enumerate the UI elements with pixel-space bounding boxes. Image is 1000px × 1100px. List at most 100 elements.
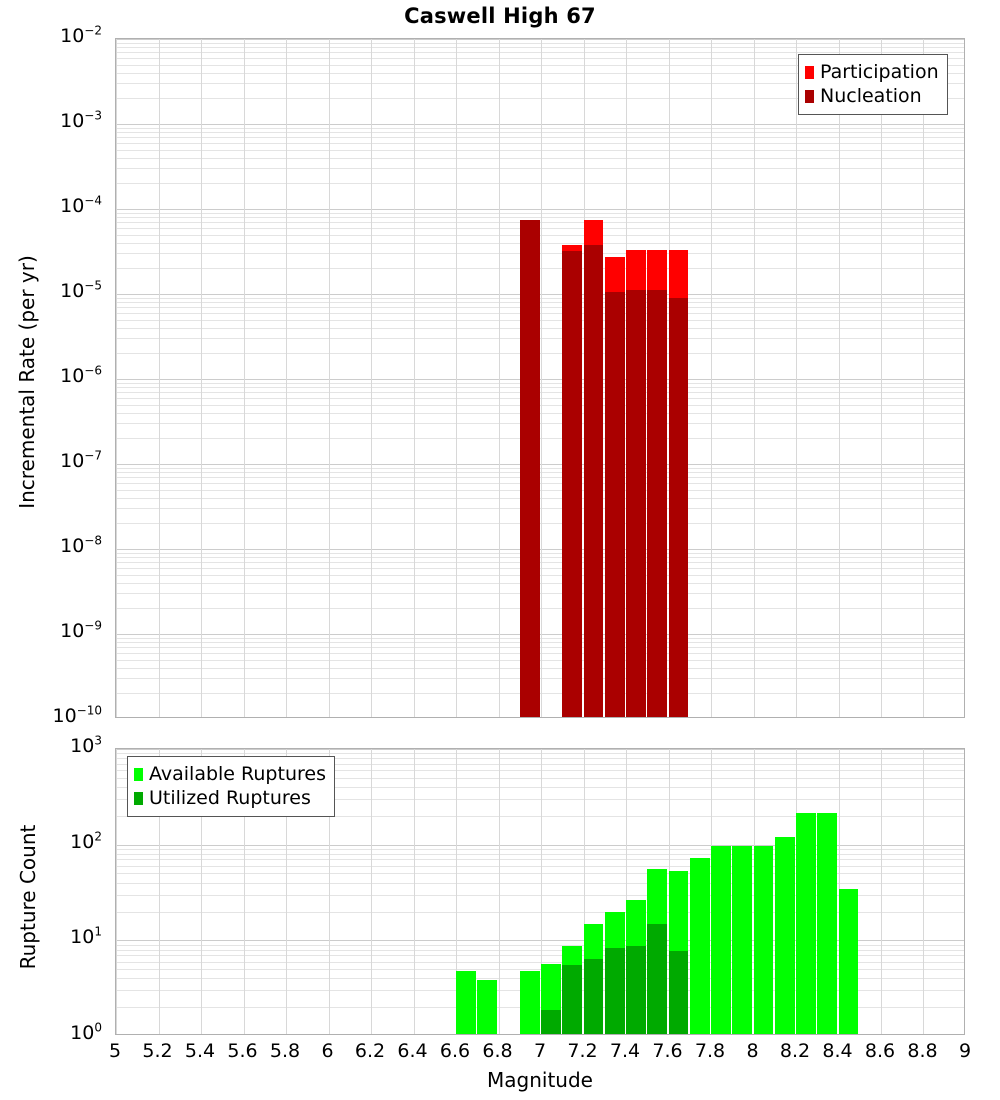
gridline-horizontal	[116, 668, 964, 669]
gridline-horizontal	[116, 383, 964, 384]
gridline-horizontal	[116, 438, 964, 439]
gridline-horizontal	[116, 477, 964, 478]
y-tick-label: 10−3	[60, 108, 102, 132]
bar-nucleation	[668, 298, 689, 717]
bar-utilized-ruptures	[668, 950, 689, 1034]
x-tick-label: 6.4	[397, 1040, 428, 1062]
legend-item-available-ruptures[interactable]: Available Ruptures	[134, 762, 326, 786]
gridline-horizontal	[116, 647, 964, 648]
legend-item-utilized-ruptures[interactable]: Utilized Ruptures	[134, 786, 326, 810]
x-axis-label: Magnitude	[487, 1068, 593, 1092]
gridline-horizontal	[116, 83, 964, 84]
gridline-vertical	[754, 39, 755, 717]
legend-item-nucleation[interactable]: Nucleation	[805, 84, 939, 108]
gridline-horizontal	[116, 912, 964, 913]
gridline-horizontal	[116, 150, 964, 151]
gridline-horizontal	[116, 294, 964, 295]
y-axis-ticks-top: 10−2 10−3 10−4 10−5 10−6 10−7 10−8 10−9 10−10	[0, 25, 110, 726]
legend-swatch-nucleation	[805, 89, 814, 103]
bar-nucleation	[562, 251, 582, 717]
gridline-horizontal	[116, 678, 964, 679]
bar-utilized-ruptures	[626, 945, 646, 1034]
bar-utilized-ruptures	[541, 1009, 561, 1034]
x-tick-label: 8	[746, 1040, 759, 1062]
gridline-vertical	[201, 749, 202, 1034]
gridline-horizontal	[116, 213, 964, 214]
gridline-horizontal	[116, 183, 964, 184]
x-tick-label: 7.6	[652, 1040, 683, 1062]
legend-swatch-available	[134, 767, 143, 781]
y-tick-label: 10−9	[60, 618, 102, 642]
bar-nucleation	[604, 292, 625, 717]
x-tick-label: 8.8	[907, 1040, 938, 1062]
gridline-horizontal	[116, 387, 964, 388]
gridline-horizontal	[116, 1007, 964, 1008]
x-tick-label: 5.2	[142, 1040, 173, 1062]
gridline-horizontal	[116, 423, 964, 424]
y-tick-label: 10−8	[60, 533, 102, 557]
gridline-horizontal	[116, 338, 964, 339]
gridline-vertical	[159, 749, 160, 1034]
gridline-vertical	[541, 39, 542, 717]
x-tick-label: 5.4	[184, 1040, 216, 1062]
gridline-vertical	[626, 749, 627, 1034]
gridline-horizontal	[116, 575, 964, 576]
gridline-vertical	[456, 39, 457, 717]
gridline-vertical	[371, 749, 372, 1034]
bar-utilized-ruptures	[604, 948, 625, 1034]
gridline-vertical	[881, 39, 882, 717]
legend-label-utilized: Utilized Ruptures	[149, 786, 311, 809]
legend-top: Participation Nucleation	[798, 54, 948, 115]
legend-swatch-participation	[805, 65, 814, 79]
gridline-horizontal	[116, 562, 964, 563]
gridline-horizontal	[116, 638, 964, 639]
gridline-horizontal	[116, 137, 964, 138]
gridline-vertical	[371, 39, 372, 717]
gridline-horizontal	[116, 593, 964, 594]
gridline-vertical	[839, 39, 840, 717]
gridline-horizontal	[116, 43, 964, 44]
gridline-horizontal	[116, 209, 964, 210]
bar-available-ruptures	[774, 836, 795, 1034]
x-tick-label: 7.4	[609, 1040, 641, 1062]
gridline-horizontal	[116, 313, 964, 314]
gridline-horizontal	[116, 693, 964, 694]
bar-utilized-ruptures	[583, 958, 604, 1034]
gridline-horizontal	[116, 895, 964, 896]
bar-available-ruptures	[689, 858, 710, 1034]
gridline-horizontal	[116, 945, 964, 946]
gridline-vertical	[329, 39, 330, 717]
gridline-vertical	[286, 749, 287, 1034]
legend-bottom: Available Ruptures Utilized Ruptures	[127, 756, 335, 817]
gridline-horizontal	[116, 883, 964, 884]
bar-available-ruptures	[732, 845, 752, 1034]
gridline-vertical	[584, 749, 585, 1034]
bar-available-ruptures	[456, 970, 476, 1034]
x-tick-label: 5	[108, 1040, 122, 1062]
gridline-horizontal	[116, 392, 964, 393]
gridline-horizontal	[116, 128, 964, 129]
x-tick-label: 8.6	[864, 1040, 896, 1062]
gridline-vertical	[923, 749, 924, 1034]
bar-utilized-ruptures	[647, 924, 667, 1034]
x-tick-label: 6	[321, 1040, 334, 1062]
bar-available-ruptures	[477, 979, 497, 1034]
gridline-horizontal	[116, 608, 964, 609]
x-tick-label: 7.2	[567, 1040, 598, 1062]
gridline-horizontal	[116, 298, 964, 299]
gridline-horizontal	[116, 859, 964, 860]
gridline-horizontal	[116, 398, 964, 399]
gridline-horizontal	[116, 854, 964, 855]
gridline-horizontal	[116, 764, 964, 765]
gridline-horizontal	[116, 508, 964, 509]
legend-item-participation[interactable]: Participation	[805, 60, 939, 84]
x-tick-label: 6.6	[439, 1040, 471, 1062]
y-tick-label: 10−10	[52, 703, 102, 727]
y-tick-label: 100	[70, 1020, 102, 1044]
y-axis-label-top: Incremental Rate (per yr)	[15, 255, 39, 509]
x-tick-label: 7	[533, 1040, 547, 1062]
gridline-horizontal	[116, 845, 964, 846]
incremental-rate-plot	[115, 38, 965, 718]
bar-nucleation	[626, 290, 646, 717]
